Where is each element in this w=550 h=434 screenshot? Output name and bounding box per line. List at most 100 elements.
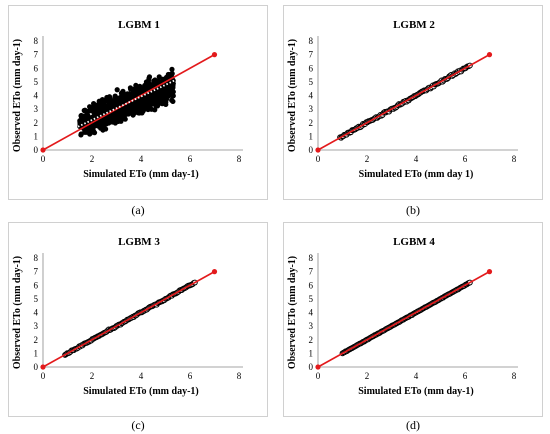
data-point	[92, 122, 98, 129]
y-tick-label: 2	[309, 118, 314, 128]
data-point	[141, 106, 147, 112]
y-tick-label: 2	[34, 118, 39, 128]
chart-panel-4: LGBM 4 0 2 4 6 8 0 1 2 3 4 5 6 7 8 Simulated ETo (mm da…	[283, 222, 543, 417]
data-point	[169, 93, 176, 99]
y-tick-label: 5	[309, 77, 314, 87]
x-tick-label: 0	[41, 154, 46, 164]
y-axis-label: Observed ETo (mm day-1)	[287, 39, 298, 152]
y-tick-label: 6	[309, 280, 314, 290]
y-tick-label: 1	[309, 131, 314, 141]
line-endpoint	[315, 147, 321, 153]
data-point	[133, 85, 139, 92]
y-tick-label: 8	[34, 36, 39, 46]
y-tick-label: 2	[34, 335, 39, 345]
data-point	[127, 85, 134, 91]
y-tick-label: 0	[34, 145, 39, 155]
line-endpoint	[211, 269, 218, 275]
y-axis-label: Observed ETo (mm day-1)	[287, 256, 298, 369]
y-tick-label: 3	[309, 104, 314, 114]
data-point	[85, 114, 91, 120]
x-tick-label: 2	[90, 371, 95, 381]
x-tick-label: 8	[512, 371, 517, 381]
data-point	[124, 110, 130, 116]
y-tick-label: 1	[34, 131, 39, 141]
x-tick-label: 8	[512, 154, 517, 164]
data-point	[91, 130, 98, 136]
caption-c: (c)	[131, 418, 145, 432]
data-point	[112, 93, 118, 99]
data-point	[104, 98, 110, 104]
data-point	[118, 90, 125, 96]
y-tick-label: 4	[34, 91, 39, 101]
data-point	[94, 102, 100, 108]
x-axis-label: Simulated ETo (mm day-1)	[83, 169, 198, 180]
chart-title: LGBM 2	[393, 19, 435, 31]
x-tick-label: 6	[463, 154, 468, 164]
data-point	[100, 126, 106, 133]
y-tick-label: 7	[309, 267, 314, 277]
y-tick-label: 6	[34, 280, 39, 290]
x-tick-label: 2	[365, 154, 370, 164]
chart-svg-2: LGBM 2 0 2 4 6 8 0 1 2 3 4 5 6 7 8 Simulated ETo (mm da…	[287, 19, 518, 180]
y-tick-label: 1	[34, 348, 39, 358]
one-to-one-line	[317, 270, 490, 368]
chart-svg-3: LGBM 3 0 2 4 6 8 0 1 2 3 4 5 6 7 8 Simulated ETo (mm da…	[12, 236, 243, 397]
data-point	[119, 100, 125, 106]
data-point	[99, 121, 105, 127]
x-tick-label: 4	[414, 154, 419, 164]
y-tick-label: 2	[309, 335, 314, 345]
data-point	[144, 102, 150, 108]
y-tick-label: 1	[309, 348, 314, 358]
data-point	[111, 118, 117, 125]
data-point	[131, 105, 138, 111]
line-endpoint	[40, 364, 46, 370]
x-axis-label: Simulated ETo (mm day-1)	[83, 386, 198, 397]
caption-b: (b)	[406, 203, 420, 217]
y-tick-label: 7	[34, 50, 39, 60]
data-point	[152, 107, 158, 113]
y-tick-label: 6	[34, 63, 39, 73]
y-tick-label: 3	[309, 321, 314, 331]
data-point	[156, 97, 162, 103]
data-point	[117, 108, 123, 114]
y-tick-label: 3	[34, 321, 39, 331]
line-endpoint	[40, 147, 46, 153]
x-tick-label: 0	[41, 371, 46, 381]
line-endpoint	[211, 52, 218, 58]
y-tick-label: 0	[309, 145, 314, 155]
y-tick-label: 5	[34, 294, 39, 304]
data-point	[142, 95, 148, 101]
x-tick-label: 2	[90, 154, 95, 164]
x-tick-label: 2	[365, 371, 370, 381]
data-point	[170, 98, 176, 105]
data-point	[132, 99, 139, 105]
data-point	[82, 107, 88, 113]
data-point	[151, 82, 157, 88]
data-point	[170, 80, 176, 87]
x-tick-label: 0	[316, 154, 321, 164]
data-point	[146, 75, 152, 81]
y-tick-label: 4	[309, 308, 314, 318]
chart-panel-1: LGBM 1 0 2 4 6 8 0 1 2 3 4 5 6 7 8 Simulated ETo (mm da…	[8, 5, 268, 200]
y-axis-label: Observed ETo (mm day-1)	[12, 256, 23, 369]
x-tick-label: 6	[188, 371, 193, 381]
data-point	[165, 72, 172, 78]
y-tick-label: 3	[34, 104, 39, 114]
chart-panel-3: LGBM 3 0 2 4 6 8 0 1 2 3 4 5 6 7 8 Simulated ETo (mm da…	[8, 222, 268, 417]
line-endpoint	[486, 52, 493, 58]
y-tick-label: 0	[34, 362, 39, 372]
y-axis-label: Observed ETo (mm day-1)	[12, 39, 23, 152]
chart-title: LGBM 3	[118, 236, 160, 248]
x-tick-label: 4	[139, 154, 144, 164]
data-point	[165, 93, 171, 99]
chart-svg-1: LGBM 1 0 2 4 6 8 0 1 2 3 4 5 6 7 8 Simulated ETo (mm da…	[12, 19, 243, 180]
x-axis-label: Simulated ETo (mm day 1)	[359, 169, 474, 180]
y-tick-label: 4	[309, 91, 314, 101]
y-tick-label: 7	[309, 50, 314, 60]
data-point	[105, 118, 111, 125]
one-to-one-line	[42, 270, 215, 368]
chart-title: LGBM 1	[118, 19, 160, 31]
data-point	[86, 108, 92, 114]
caption-d: (d)	[406, 418, 420, 432]
data-point	[169, 66, 175, 72]
